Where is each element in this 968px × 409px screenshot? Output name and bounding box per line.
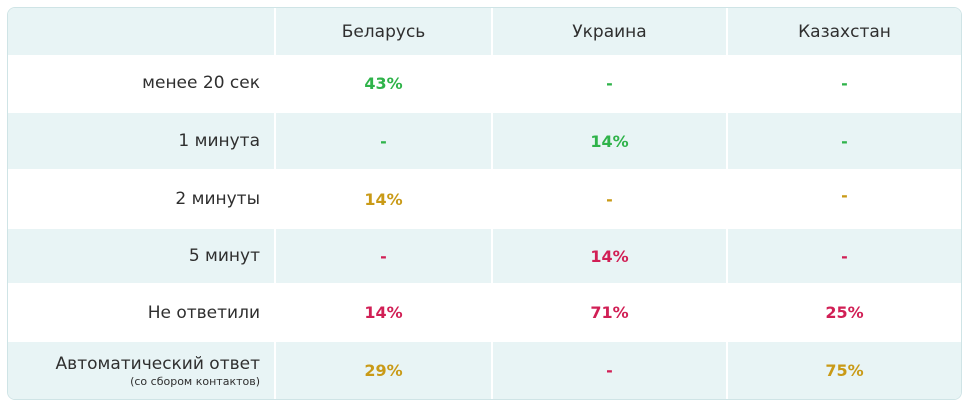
row-label: менее 20 сек	[142, 73, 260, 93]
row-label: Не ответили	[147, 302, 260, 323]
header-empty-cell	[8, 8, 274, 55]
table-cell: -	[728, 113, 961, 169]
table-cell: -	[493, 342, 726, 399]
row-label: 2 минуты	[175, 189, 260, 209]
table-cell: -	[276, 113, 491, 169]
table-cell: 14%	[364, 189, 403, 209]
table-cell: -	[841, 185, 848, 205]
row-label: 1 минута	[8, 113, 274, 169]
table-cell: 29%	[276, 342, 491, 399]
table-cell: -	[728, 229, 961, 283]
table-cell: 75%	[728, 342, 961, 399]
response-time-table: Беларусь Украина Казахстан менее 20 сек …	[7, 7, 962, 400]
table-cell: -	[276, 229, 491, 283]
column-header-belarus: Беларусь	[276, 8, 491, 55]
row-sublabel: (со сбором контактов)	[130, 374, 260, 388]
table-cell: 71%	[590, 303, 629, 322]
table-cell: 25%	[825, 303, 864, 322]
table-cell: -	[606, 189, 613, 209]
table-cell: 14%	[493, 229, 726, 283]
table-cell: 14%	[364, 303, 403, 322]
row-label: Автоматический ответ	[55, 353, 260, 374]
table-cell: -	[606, 73, 613, 93]
table-cell: -	[841, 73, 848, 93]
column-header-ukraine: Украина	[493, 8, 726, 55]
column-header-kazakhstan: Казахстан	[728, 8, 961, 55]
row-label: 5 минут	[8, 229, 274, 283]
table-cell: 14%	[493, 113, 726, 169]
table-cell: 43%	[364, 73, 403, 93]
row-label-auto-reply: Автоматический ответ (со сбором контакто…	[8, 342, 274, 399]
